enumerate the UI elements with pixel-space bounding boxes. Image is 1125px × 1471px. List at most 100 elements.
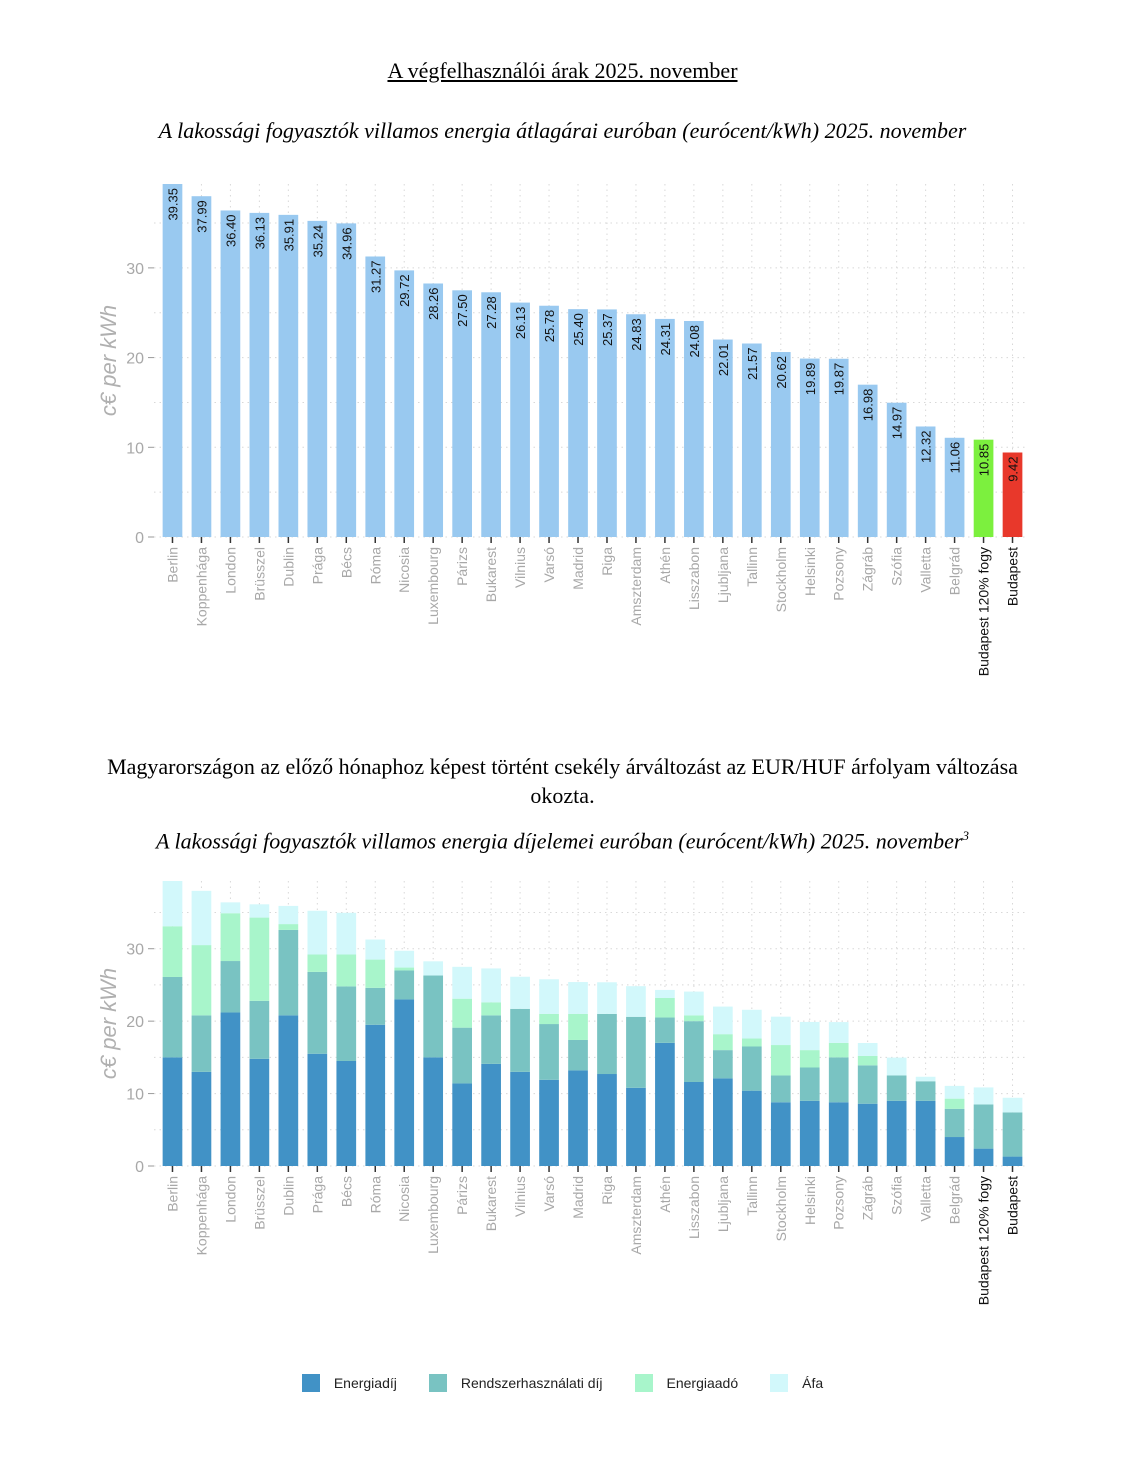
footnote-marker: 3 (962, 828, 970, 843)
bar-segment-energiaado-helsinki (799, 1050, 820, 1068)
bar-segment-energiadij-brusszel (249, 1058, 270, 1166)
data-label-luxembourg: 28.26 (426, 287, 441, 320)
x-tick-label-riga: Riga (599, 547, 615, 576)
legend-label: Energiadíj (333, 1375, 397, 1391)
bar-segment-afa-varso (539, 979, 559, 1014)
bar-segment-rendszerhasznalati-dij-belgrad (944, 1108, 965, 1138)
bar-madrid (568, 309, 588, 537)
y-tick-label: 10 (126, 1087, 144, 1104)
x-tick-label-budapest: Budapest (1005, 547, 1021, 606)
bar-zagrab (857, 384, 878, 537)
bar-segment-rendszerhasznalati-dij-ljubljana (713, 1050, 733, 1079)
data-label-helsinki: 19.89 (803, 363, 818, 396)
bar-segment-energiadij-bukarest (481, 1063, 501, 1166)
legend-swatch-energiadij (301, 1374, 320, 1392)
data-label-budapest: 9.42 (1006, 456, 1021, 481)
bar-segment-rendszerhasznalati-dij-london (220, 961, 241, 1013)
bar-segment-rendszerhasznalati-dij-athen (655, 1017, 675, 1043)
bar-segment-energiaado-tallinn (741, 1038, 762, 1047)
page-title: A végfelhasználói árak 2025. november (387, 58, 738, 83)
bar-segment-energiaado-stockholm (770, 1045, 791, 1076)
x-tick-label-valletta: Valletta (918, 1176, 934, 1222)
bar-segment-afa-tallinn (741, 1009, 762, 1039)
x-tick-label-nicosia: Nicosia (396, 1176, 412, 1222)
bar-becs (336, 223, 357, 537)
data-label-vilnius: 26.13 (513, 307, 528, 340)
bar-segment-rendszerhasznalati-dij-becs (336, 986, 357, 1061)
bar-segment-energiaado-brusszel (249, 917, 270, 1001)
chart1-title: A lakossági fogyasztók villamos energia … (158, 118, 967, 143)
average-price-bar-chart: 0 10 20 30 c€ per kWh Berlin Koppenhága London B… (96, 184, 1027, 676)
legend-swatch-afa (770, 1374, 789, 1392)
x-tick-label-belgrad: Belgrád (947, 1176, 963, 1224)
bar-segment-energiadij-berlin (162, 1057, 183, 1166)
data-label-szofia: 14.97 (890, 407, 905, 440)
legend-item-afa: Áfa (770, 1374, 823, 1392)
bar-segment-afa-budapest (1002, 1097, 1023, 1113)
bar-segment-energiadij-budapest-120-fogy (973, 1148, 994, 1166)
bar-segment-afa-lisszabon (684, 991, 704, 1016)
data-label-tallinn: 21.57 (745, 348, 760, 381)
bar-segment-rendszerhasznalati-dij-valletta (915, 1081, 936, 1101)
bar-segment-energiadij-amszterdam (626, 1087, 646, 1166)
bar-segment-energiaado-lisszabon (684, 1015, 704, 1022)
x-tick-label-roma: Róma (367, 547, 383, 585)
bar-segment-energiadij-parizs (452, 1083, 472, 1166)
bar-segment-energiadij-praga (307, 1053, 328, 1166)
y-tick-label: 30 (126, 942, 144, 959)
x-tick-label-koppenhaga: Koppenhága (193, 1176, 209, 1256)
x-tick-label-budapest: Budapest (1005, 1176, 1021, 1235)
bar-segment-energiadij-roma (365, 1024, 386, 1166)
bar-segment-rendszerhasznalati-dij-roma (365, 987, 386, 1025)
y-tick-label: 0 (135, 530, 144, 547)
bar-dublin (278, 214, 299, 537)
x-tick-label-luxembourg: Luxembourg (425, 1176, 441, 1254)
bar-segment-afa-london (220, 902, 241, 914)
bar-ljubljana (713, 339, 733, 537)
bar-segment-energiadij-riga (597, 1074, 617, 1166)
bar-segment-afa-dublin (278, 905, 299, 925)
bar-amszterdam (626, 314, 646, 537)
x-tick-label-madrid: Madrid (570, 1176, 586, 1219)
bar-segment-afa-madrid (568, 982, 588, 1014)
x-tick-label-varso: Varsó (541, 547, 557, 583)
y-axis-title: c€ per kWh (96, 968, 121, 1079)
bar-riga (597, 309, 617, 537)
bar-segment-energiadij-koppenhaga (191, 1071, 212, 1166)
bar-segment-rendszerhasznalati-dij-nicosia (394, 970, 415, 1000)
bar-belgrad (944, 437, 965, 537)
bar-segment-energiaado-koppenhaga (191, 945, 212, 1016)
data-label-budapest-120-fogy: 10.85 (977, 444, 992, 477)
bar-segment-energiadij-pozsony (828, 1102, 849, 1166)
bar-segment-afa-pozsony (828, 1022, 849, 1043)
bar-segment-afa-parizs (452, 966, 472, 999)
legend-label: Áfa (802, 1375, 824, 1391)
bar-segment-energiaado-praga (307, 954, 328, 972)
bar-segment-rendszerhasznalati-dij-luxembourg (423, 975, 444, 1058)
bar-segment-rendszerhasznalati-dij-budapest (1002, 1112, 1023, 1157)
bar-segment-rendszerhasznalati-dij-budapest-120-fogy (973, 1104, 994, 1149)
data-label-dublin: 35.91 (281, 219, 296, 252)
bar-segment-afa-roma (365, 939, 386, 960)
bar-segment-energiaado-berlin (162, 926, 183, 977)
bar-segment-energiaado-ljubljana (713, 1034, 733, 1051)
bar-segment-afa-zagrab (857, 1043, 878, 1056)
x-tick-label-helsinki: Helsinki (802, 1176, 818, 1225)
bar-segment-energiaado-pozsony (828, 1042, 849, 1058)
bar-tallinn (741, 343, 762, 537)
bar-segment-afa-amszterdam (626, 986, 646, 1017)
bar-segment-rendszerhasznalati-dij-dublin (278, 929, 299, 1016)
bar-athen (655, 318, 675, 537)
data-label-stockholm: 20.62 (774, 356, 789, 389)
chart2-title-text: A lakossági fogyasztók villamos energia … (156, 828, 963, 854)
bar-segment-afa-ljubljana (713, 1006, 733, 1035)
x-tick-label-athen: Athén (657, 547, 673, 584)
legend-label: Rendszerhasználati díj (460, 1375, 603, 1391)
bar-segment-energiaado-london (220, 913, 241, 962)
bar-segment-afa-berlin (162, 881, 183, 927)
bar-segment-rendszerhasznalati-dij-stockholm (770, 1075, 791, 1103)
legend-item-rendszerhasznalati-dij: Rendszerhasználati díj (428, 1374, 603, 1392)
bar-budapest-120-fogy (973, 439, 994, 537)
bar-segment-rendszerhasznalati-dij-helsinki (799, 1067, 820, 1101)
data-label-valletta: 12.32 (919, 430, 934, 463)
